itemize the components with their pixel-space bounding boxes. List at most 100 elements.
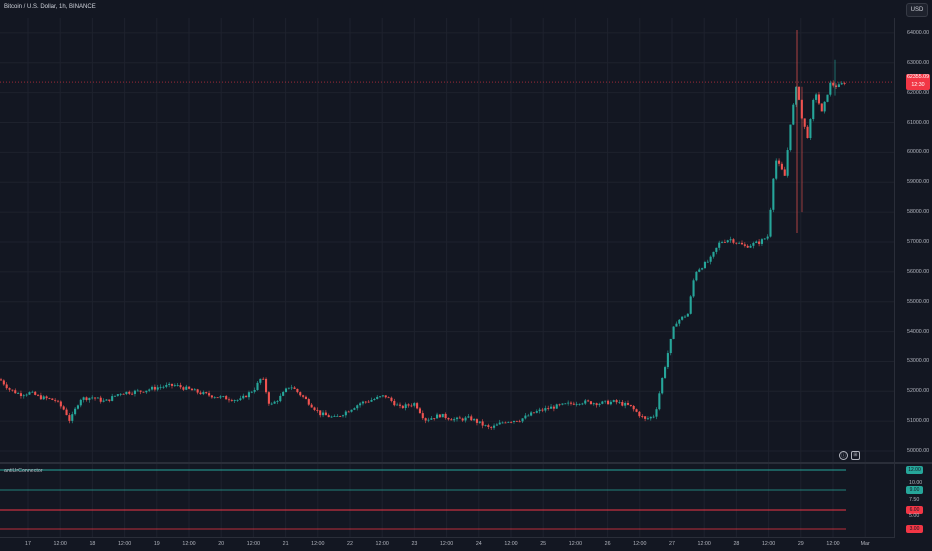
price-tick: 62000.00 [907,89,930,96]
price-tick: 54000.00 [907,328,930,335]
candle-body [641,416,644,417]
candle-body [618,401,621,403]
candle-countdown: 12:30 [911,81,925,88]
settings-circle-icon[interactable]: ⓘ [839,451,848,460]
candle-body [584,400,587,404]
price-tick: 59000.00 [907,179,930,186]
candle-body [644,416,647,419]
time-axis[interactable]: 17 12:00 18 12:00 19 12:00 20 12:00 21 12:00 22 12:… [0,537,894,551]
candle-body [216,397,219,399]
price-tick: 61000.00 [907,119,930,126]
time-tick: 17 [25,541,31,547]
time-tick: 12:00 [53,541,67,547]
candle-body [558,404,561,406]
candle-body [501,422,504,424]
candle-body [527,415,530,417]
time-tick: 12:00 [311,541,325,547]
candle-body [259,378,262,383]
candle-body [450,419,453,421]
candle-body [113,395,117,397]
candle-body [706,261,709,263]
price-tick: 50000.00 [907,448,930,455]
indicator-level-label: 3.00 [906,525,923,533]
candle-body [758,241,761,244]
candle-body [587,400,590,402]
time-tick: 21 [282,541,289,547]
candle-body [190,388,193,391]
candle-body [518,421,521,423]
candle-body [119,393,122,395]
candle-body [635,409,638,412]
candle-body [230,400,233,402]
time-tick: 12:00 [504,541,518,547]
candle-body [199,392,202,395]
candle-body [624,402,627,406]
candle-body [245,395,248,398]
candle-body [319,410,322,416]
candle-body [302,395,305,397]
candle-body [5,384,8,389]
candle-body [589,401,592,405]
candle-body [185,386,188,390]
candle-body [296,388,299,393]
price-tick: 64000.00 [907,29,930,36]
time-tick: 29 [797,541,804,547]
candle-body [835,85,838,87]
time-tick: 12:00 [826,541,840,547]
candle-body [464,417,467,421]
candle-body [481,421,484,426]
candle-body [752,242,755,246]
candle-body [350,409,353,412]
candle-body [490,426,493,428]
indicator-tick: 5.00 [909,513,920,519]
candle-body [498,422,501,425]
time-tick: 22 [347,541,353,547]
candle-body [168,383,171,386]
candle-body [54,399,57,401]
candle-body [515,420,518,422]
candle-body [703,262,706,269]
candle-body [111,396,114,401]
time-tick: 12:00 [633,541,647,547]
candle-body [8,388,11,390]
candle-body [778,160,781,164]
candle-body [373,398,376,400]
candle-body [364,401,367,403]
candle-body [772,178,775,210]
candle-body [330,416,333,418]
candle-body [840,83,843,85]
time-tick: 12:00 [439,541,454,547]
price-tick: 56000.00 [907,268,930,275]
candle-body [678,319,681,324]
indicator-title[interactable]: antiUrConnector [4,468,43,474]
time-tick: 20 [218,541,225,547]
candle-body [48,398,51,399]
symbol-title[interactable]: Bitcoin / U.S. Dollar, 1h, BINANCE [4,4,96,10]
candle-body [239,398,242,400]
candle-body [65,409,68,416]
candle-body [564,403,567,405]
pane-separator[interactable] [0,462,932,464]
time-tick: 24 [475,541,482,547]
candle-body [379,396,382,398]
candle-body [39,395,42,400]
candle-body [227,399,231,401]
candle-body [766,236,769,239]
time-tick: 12:00 [568,541,583,547]
candle-body [578,403,581,405]
candle-body [721,242,724,243]
candle-body [225,396,228,400]
candle-body [729,239,732,241]
currency-button[interactable]: USD [906,3,928,17]
price-axis[interactable]: 64000.00 63000.00 62000.00 61000.00 60000.00… [894,18,932,538]
candle-body [812,99,815,120]
candle-body [478,421,481,423]
candle-body [664,367,667,378]
candle-body [290,387,293,389]
log-scale-box-icon[interactable]: ⊞ [851,451,860,460]
price-tick: 52000.00 [907,388,930,395]
price-tick: 53000.00 [907,358,930,365]
candle-body [313,407,316,410]
candle-body [265,378,268,393]
